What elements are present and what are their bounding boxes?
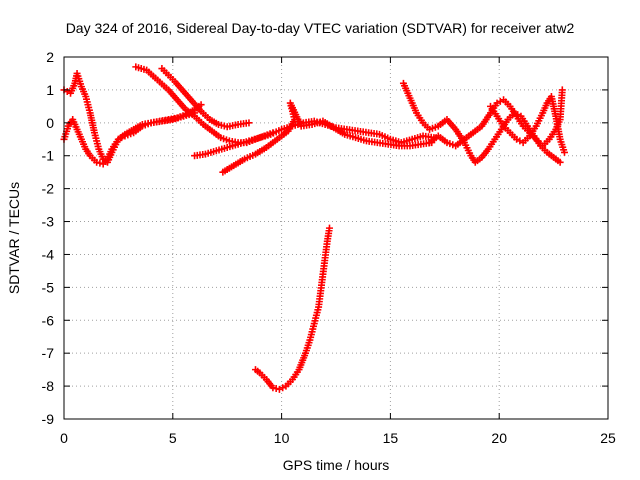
x-tick-label: 10 [274,430,290,446]
x-tick-label: 25 [600,430,616,446]
series-track-j [251,224,333,393]
series-track-d [158,65,253,131]
x-tick-label: 0 [60,430,68,446]
chart-title: Day 324 of 2016, Sidereal Day-to-day VTE… [66,20,575,36]
x-tick-label: 15 [383,430,399,446]
plot-frame [63,56,609,420]
y-tick-label: -8 [42,378,55,394]
y-tick-label: -7 [42,345,55,361]
data-point [325,224,333,232]
x-tick-label: 20 [491,430,507,446]
data-point [93,158,101,166]
data-point [269,384,277,392]
data-point [558,86,566,94]
tick-labels: 0 5 10 15 20 25 -9 -8 -7 -6 -5 -4 -3 -2 -1 0 1 2 [42,49,616,446]
data-points [60,63,568,393]
x-tick-label: 5 [169,430,177,446]
y-tick-label: -2 [42,181,55,197]
data-point [272,385,280,393]
axis-ticks [63,56,609,420]
y-tick-label: 1 [46,82,54,98]
series-track-f [219,99,436,176]
y-tick-label: -4 [42,246,55,262]
y-tick-label: 2 [46,49,54,65]
data-point [556,158,564,166]
y-tick-label: -5 [42,279,55,295]
y-tick-label: -3 [42,214,55,230]
x-axis-label: GPS time / hours [283,457,390,473]
y-tick-label: -9 [42,411,55,427]
y-tick-label: 0 [46,115,54,131]
data-point [560,148,568,156]
y-tick-label: -6 [42,312,55,328]
data-point [245,119,253,127]
y-tick-label: -1 [42,148,55,164]
series-track-i [486,92,568,156]
y-axis-label: SDTVAR / TECUs [6,182,22,294]
data-point [96,159,104,167]
